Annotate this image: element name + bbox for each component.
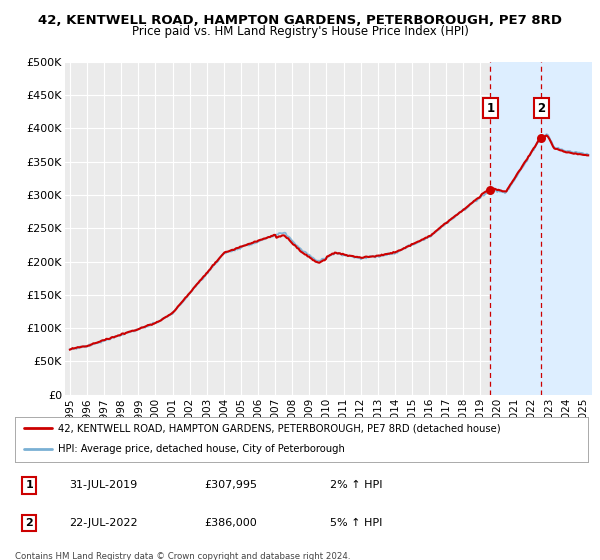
- Text: 31-JUL-2019: 31-JUL-2019: [70, 480, 137, 491]
- Text: 2: 2: [537, 102, 545, 115]
- Text: £386,000: £386,000: [204, 518, 257, 528]
- Text: Contains HM Land Registry data © Crown copyright and database right 2024.
This d: Contains HM Land Registry data © Crown c…: [15, 552, 350, 560]
- Text: 5% ↑ HPI: 5% ↑ HPI: [330, 518, 383, 528]
- Bar: [490, 62, 592, 395]
- Text: Price paid vs. HM Land Registry's House Price Index (HPI): Price paid vs. HM Land Registry's House …: [131, 25, 469, 38]
- Text: 42, KENTWELL ROAD, HAMPTON GARDENS, PETERBOROUGH, PE7 8RD (detached house): 42, KENTWELL ROAD, HAMPTON GARDENS, PETE…: [58, 423, 500, 433]
- Text: 1: 1: [486, 102, 494, 115]
- Text: HPI: Average price, detached house, City of Peterborough: HPI: Average price, detached house, City…: [58, 445, 345, 455]
- Text: 1: 1: [25, 480, 33, 491]
- Text: 22-JUL-2022: 22-JUL-2022: [70, 518, 138, 528]
- Text: 2% ↑ HPI: 2% ↑ HPI: [330, 480, 383, 491]
- Text: £307,995: £307,995: [204, 480, 257, 491]
- Text: 2: 2: [25, 518, 33, 528]
- Text: 42, KENTWELL ROAD, HAMPTON GARDENS, PETERBOROUGH, PE7 8RD: 42, KENTWELL ROAD, HAMPTON GARDENS, PETE…: [38, 14, 562, 27]
